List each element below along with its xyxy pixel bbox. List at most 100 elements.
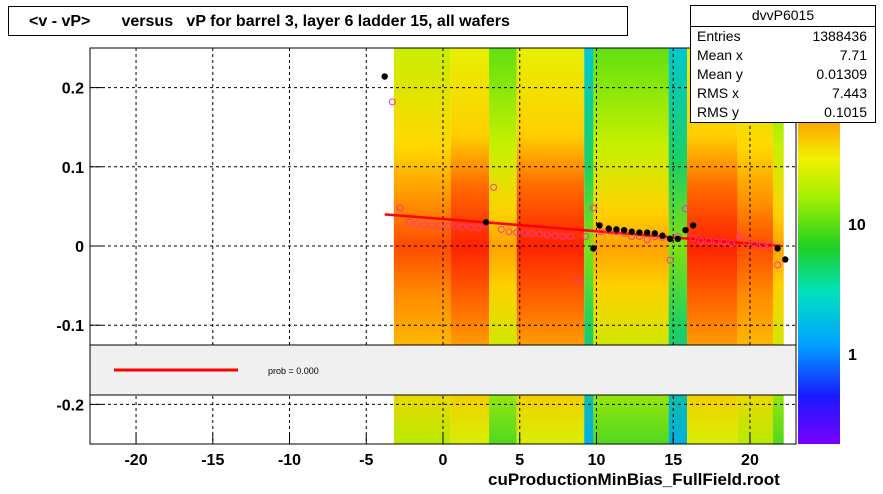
profile-pink-point-18 bbox=[528, 229, 536, 237]
x-tick-label-7: 15 bbox=[664, 452, 682, 469]
profile-pink-point-43 bbox=[720, 238, 728, 246]
profile-pink-point-2 bbox=[405, 218, 413, 226]
profile-black-point-16 bbox=[774, 245, 781, 252]
profile-pink-point-14 bbox=[497, 225, 505, 233]
profile-pink-point-21 bbox=[551, 232, 559, 240]
x-tick-label-4: 0 bbox=[439, 452, 448, 469]
profile-pink-point-10 bbox=[467, 223, 475, 231]
stats-value: 7.71 bbox=[839, 47, 867, 63]
stats-value: 7.443 bbox=[831, 85, 867, 101]
fit-legend-text: prob = 0.000 bbox=[268, 366, 319, 376]
profile-black-point-5 bbox=[613, 226, 620, 233]
profile-pink-point-39 bbox=[689, 234, 697, 242]
profile-black-point-13 bbox=[674, 235, 682, 243]
stats-box: dvvP6015 Entries 1388436 Mean x 7.71 Mea… bbox=[690, 5, 876, 123]
stats-value: 0.1015 bbox=[824, 104, 867, 120]
profile-black-series bbox=[381, 73, 789, 263]
colorbar-labels: 10 1 2 bbox=[848, 84, 867, 364]
profile-pink-point-4 bbox=[421, 221, 429, 229]
profile-pink-point-20 bbox=[543, 231, 551, 239]
profile-pink-point-33 bbox=[643, 236, 651, 244]
profile-pink-point-44 bbox=[728, 240, 736, 248]
y-tick-label-1: -0.1 bbox=[56, 318, 84, 335]
profile-pink-point-40 bbox=[697, 237, 705, 245]
profile-pink-point-41 bbox=[705, 237, 713, 245]
profile-black-point-1 bbox=[482, 219, 490, 226]
profile-pink-point-24 bbox=[574, 277, 582, 285]
x-tick-label-2: -10 bbox=[278, 452, 301, 469]
profile-pink-point-25 bbox=[582, 232, 590, 240]
profile-pink-point-17 bbox=[520, 229, 528, 237]
stats-label: RMS x bbox=[697, 85, 739, 101]
profile-black-point-7 bbox=[628, 228, 635, 235]
profile-pink-point-5 bbox=[428, 221, 436, 229]
profile-black-point-6 bbox=[620, 226, 628, 234]
stats-row-entries: Entries 1388436 bbox=[697, 28, 867, 47]
profile-pink-point-16 bbox=[513, 229, 521, 237]
x-tick-label-1: -15 bbox=[201, 452, 224, 469]
profile-pink-point-19 bbox=[536, 230, 544, 238]
profile-black-point-3 bbox=[596, 222, 603, 229]
profile-black-point-15 bbox=[689, 222, 697, 229]
profile-pink-point-1 bbox=[396, 204, 404, 212]
profile-black-point-2 bbox=[590, 245, 597, 252]
profile-pink-point-11 bbox=[474, 224, 482, 232]
stats-row-mean-x: Mean x 7.71 bbox=[697, 47, 867, 66]
profile-pink-point-22 bbox=[559, 232, 567, 240]
stats-label: Mean x bbox=[697, 47, 743, 63]
stats-name: dvvP6015 bbox=[751, 7, 815, 23]
y-tick-label-4: 0.2 bbox=[62, 81, 84, 98]
stats-value: 1388436 bbox=[812, 28, 867, 44]
x-tick-label-5: 5 bbox=[515, 452, 524, 469]
y-tick-label-0: -0.2 bbox=[56, 397, 84, 414]
stats-row-mean-y: Mean y 0.01309 bbox=[697, 66, 867, 85]
x-tick-label-8: 20 bbox=[741, 452, 759, 469]
x-axis: -20 -15 -10 -5 0 5 10 15 20 bbox=[124, 434, 759, 469]
stats-row-rms-y: RMS y 0.1015 bbox=[697, 104, 867, 123]
profile-black-point-17 bbox=[782, 256, 789, 263]
profile-pink-point-27 bbox=[597, 228, 605, 236]
stats-label: Mean y bbox=[697, 66, 743, 82]
profile-black-point-12 bbox=[666, 235, 674, 243]
stats-value: 0.01309 bbox=[816, 66, 867, 82]
y-axis: -0.2 -0.1 0 0.1 0.2 bbox=[56, 81, 102, 414]
profile-black-point-10 bbox=[651, 230, 658, 237]
y-tick-label-3: 0.1 bbox=[62, 160, 84, 177]
profile-black-point-11 bbox=[659, 232, 666, 239]
stats-row-rms-x: RMS x 7.443 bbox=[697, 85, 867, 104]
colorbar-label-1: 1 bbox=[848, 347, 857, 364]
profile-pink-point-46 bbox=[743, 238, 751, 246]
profile-black-point-9 bbox=[643, 229, 651, 236]
chart-title: <v - vP> versus vP for barrel 3, layer 6… bbox=[29, 13, 510, 30]
profile-black-point-0 bbox=[381, 73, 388, 80]
fit-line-segment bbox=[384, 213, 781, 248]
profile-pink-point-47 bbox=[751, 240, 759, 248]
profile-black-point-14 bbox=[682, 226, 689, 234]
profile-pink-point-42 bbox=[712, 238, 720, 246]
stats-label: RMS y bbox=[697, 104, 739, 120]
profile-pink-point-36 bbox=[666, 256, 674, 264]
profile-pink-point-13 bbox=[490, 183, 498, 191]
y-tick-label-2: 0 bbox=[75, 239, 84, 256]
profile-pink-point-38 bbox=[681, 205, 689, 213]
chart-title-box: <v - vP> versus vP for barrel 3, layer 6… bbox=[8, 6, 628, 36]
profile-pink-point-0 bbox=[388, 98, 396, 106]
profile-black-point-4 bbox=[605, 225, 612, 232]
profile-pink-series bbox=[388, 98, 782, 285]
x-tick-label-0: -20 bbox=[124, 452, 147, 469]
profile-pink-point-26 bbox=[589, 204, 597, 212]
x-tick-label-3: -5 bbox=[359, 452, 373, 469]
stats-divider bbox=[691, 26, 875, 27]
stats-label: Entries bbox=[697, 28, 741, 44]
x-tick-label-6: 10 bbox=[588, 452, 606, 469]
profile-pink-point-6 bbox=[436, 221, 444, 229]
profile-pink-point-3 bbox=[413, 220, 421, 228]
colorbar-label-10: 10 bbox=[848, 217, 866, 234]
profile-pink-point-23 bbox=[566, 232, 574, 240]
profile-black-point-8 bbox=[636, 229, 643, 236]
profile-pink-point-50 bbox=[774, 261, 782, 269]
profile-pink-point-45 bbox=[735, 232, 743, 240]
profile-pink-point-15 bbox=[505, 228, 513, 236]
file-label: cuProductionMinBias_FullField.root bbox=[488, 470, 780, 489]
profile-pink-point-8 bbox=[451, 222, 459, 230]
